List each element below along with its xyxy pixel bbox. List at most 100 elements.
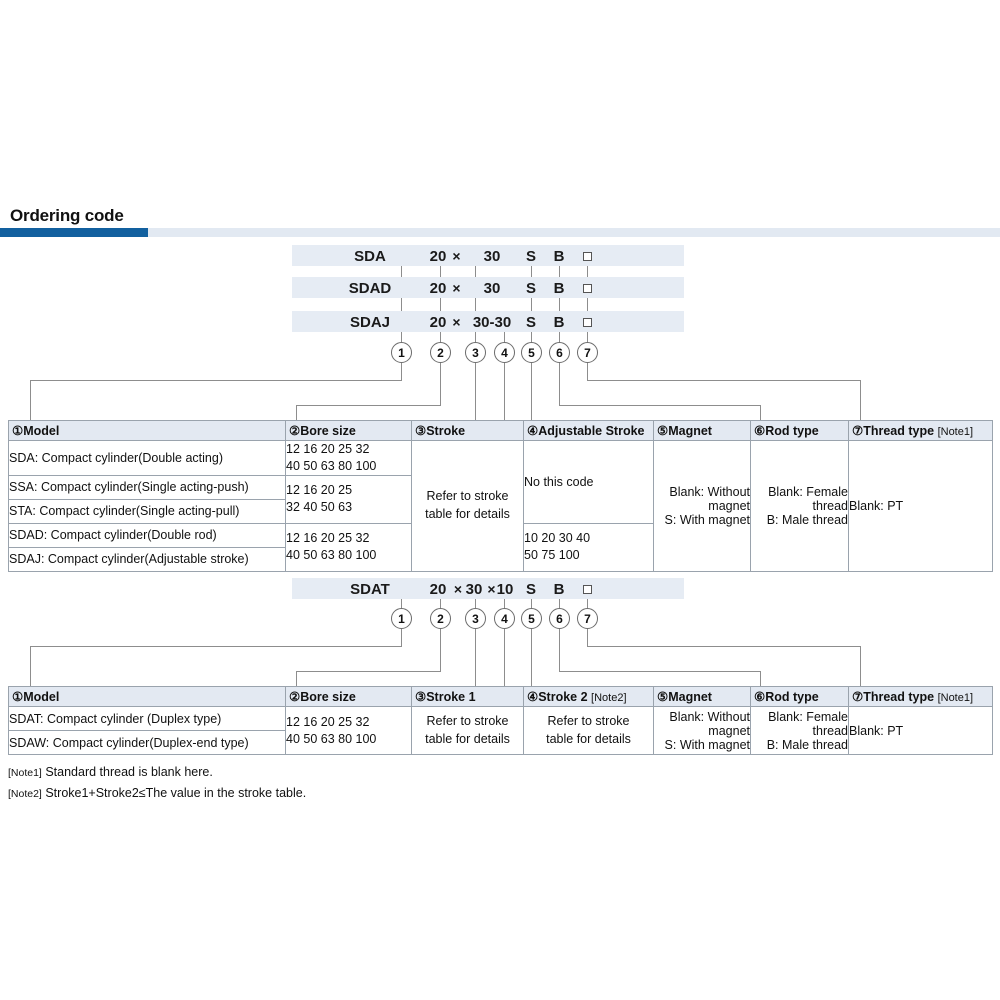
code-model: SDAJ xyxy=(349,314,390,331)
col-header-bore-size: ②Bore size xyxy=(285,420,412,441)
header-num: ⑥ xyxy=(754,424,766,438)
table-row: SDAW: Compact cylinder(Duplex-end type) xyxy=(8,730,993,755)
page-title: Ordering code xyxy=(10,206,124,225)
col-header-bore-size: ②Bore size xyxy=(285,686,412,707)
magnet-line-2: magnet xyxy=(708,723,750,738)
col-header-thread-type: ⑦Thread type [Note1] xyxy=(848,420,993,441)
callout-number-2: 2 xyxy=(430,342,451,363)
code-stem-lines xyxy=(401,599,588,608)
code-stroke: 30 xyxy=(483,248,501,265)
magnet-line-1: Blank: Without xyxy=(669,709,750,724)
leader-line-5 xyxy=(531,363,663,420)
callout-number-7: 7 xyxy=(577,608,598,629)
leader-line-4 xyxy=(504,629,521,686)
header-label: Bore size xyxy=(300,424,356,438)
rod-line-1: Blank: Female xyxy=(768,709,848,724)
callout-number-4: 4 xyxy=(494,608,515,629)
callout-number-5: 5 xyxy=(521,342,542,363)
leader-line-5 xyxy=(531,629,663,686)
header-label: Rod type xyxy=(765,424,819,438)
header-note-ref: [Note1] xyxy=(937,426,974,438)
stroke-value: Refer to stroke table for details xyxy=(411,440,524,572)
code-stem-lines xyxy=(401,332,588,342)
callout-number-6: 6 xyxy=(549,608,570,629)
callout-number-3: 3 xyxy=(465,608,486,629)
header-num: ④ xyxy=(527,424,539,438)
leader-lines xyxy=(30,629,861,686)
col-header-adjustable-stroke: ④Adjustable Stroke xyxy=(523,420,654,441)
leader-line-6 xyxy=(559,363,761,420)
magnet-line-3: S: With magnet xyxy=(664,737,750,752)
leader-line-4 xyxy=(504,363,521,420)
rod-line-1: Blank: Female xyxy=(768,484,848,499)
callout-number-3: 3 xyxy=(465,342,486,363)
rod-type-value: Blank: Female thread B: Male thread xyxy=(750,440,849,572)
code-bore: 20 xyxy=(429,280,447,297)
model-value: SDAD: Compact cylinder(Double rod) xyxy=(8,522,286,548)
leader-line-2 xyxy=(296,363,441,420)
col-header-rod-type: ⑥Rod type xyxy=(750,686,849,707)
code-magnet: S xyxy=(525,581,537,598)
code-model: SDAD xyxy=(348,280,392,297)
bore-size-value: 12 16 20 25 32 40 50 63 80 100 xyxy=(285,522,412,572)
header-label: Stroke 2 xyxy=(538,690,588,704)
times-symbol: × xyxy=(452,314,461,330)
header-num: ③ xyxy=(415,424,427,438)
notes-block: [Note1] Standard thread is blank here. [… xyxy=(8,762,306,803)
code-bore: 20 xyxy=(429,248,447,265)
table-header-row: ①Model ②Bore size ③Stroke 1 ④Stroke 2 [N… xyxy=(8,686,993,707)
code-rod-type: B xyxy=(553,314,565,331)
col-header-stroke-1: ③Stroke 1 xyxy=(411,686,524,707)
magnet-line-3: S: With magnet xyxy=(664,512,750,527)
header-label: Magnet xyxy=(668,690,712,704)
code-rod-type: B xyxy=(553,248,565,265)
leader-line-1 xyxy=(30,629,402,686)
header-num: ② xyxy=(289,690,301,704)
table-row: SDA: Compact cylinder(Double acting) 12 … xyxy=(8,440,993,572)
col-header-magnet: ⑤Magnet xyxy=(653,686,751,707)
code-stroke-1: 30 xyxy=(465,581,483,598)
magnet-value: Blank: Without magnet S: With magnet xyxy=(653,706,751,755)
header-label: Magnet xyxy=(668,424,712,438)
spec-table-primary: ①Model ②Bore size ③Stroke ④Adjustable St… xyxy=(8,420,993,572)
code-magnet: S xyxy=(525,280,537,297)
header-label: Thread type xyxy=(863,424,935,438)
note-1: [Note1] Standard thread is blank here. xyxy=(8,762,306,783)
leader-line-3 xyxy=(420,629,476,686)
model-value: STA: Compact cylinder(Single acting-pull… xyxy=(8,498,286,524)
code-stroke: 30-30 xyxy=(472,314,512,331)
col-header-stroke: ③Stroke xyxy=(411,420,524,441)
bore-size-value: 12 16 20 25 32 40 50 63 80 100 xyxy=(285,440,412,476)
code-bore: 20 xyxy=(429,314,447,331)
accent-rule xyxy=(0,228,1000,237)
code-stem-lines xyxy=(401,266,588,277)
callout-number-5: 5 xyxy=(521,608,542,629)
code-stem-lines xyxy=(401,298,588,311)
rod-type-value: Blank: Female thread B: Male thread xyxy=(750,706,849,755)
bore-size-value: 12 16 20 25 32 40 50 63 xyxy=(285,474,412,524)
times-symbol: × xyxy=(452,280,461,296)
header-num: ① xyxy=(12,690,24,704)
code-rod-type: B xyxy=(553,280,565,297)
thread-type-value: Blank: PT xyxy=(848,440,993,572)
leader-lines xyxy=(30,363,861,420)
header-note-ref: [Note2] xyxy=(591,692,627,704)
model-value: SDAJ: Compact cylinder(Adjustable stroke… xyxy=(8,546,286,572)
model-value: SDAT: Compact cylinder (Duplex type) xyxy=(8,706,286,731)
col-header-model: ①Model xyxy=(8,420,286,441)
leader-line-7 xyxy=(587,363,861,420)
col-header-rod-type: ⑥Rod type xyxy=(750,420,849,441)
model-value: SDAW: Compact cylinder(Duplex-end type) xyxy=(8,730,286,755)
header-label: Adjustable Stroke xyxy=(538,424,645,438)
leader-line-7 xyxy=(587,629,861,686)
header-num: ⑦ xyxy=(852,690,864,704)
magnet-value: Blank: Without magnet S: With magnet xyxy=(653,440,751,572)
header-label: Rod type xyxy=(765,690,819,704)
thread-type-placeholder-box xyxy=(583,318,592,327)
leader-line-1 xyxy=(30,363,402,420)
code-bore: 20 xyxy=(429,581,447,598)
header-num: ⑦ xyxy=(852,424,864,438)
magnet-line-1: Blank: Without xyxy=(669,484,750,499)
note-1-text: Standard thread is blank here. xyxy=(45,765,213,779)
header-note-ref: [Note1] xyxy=(937,692,974,704)
